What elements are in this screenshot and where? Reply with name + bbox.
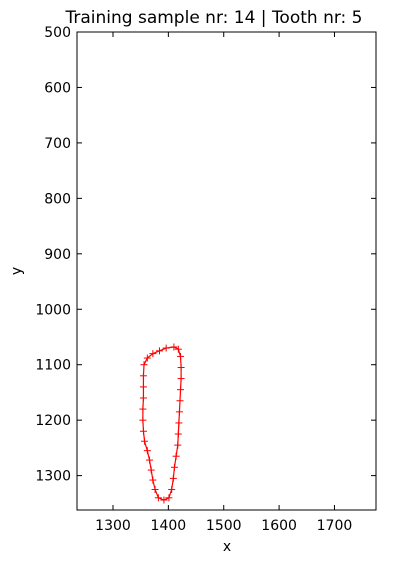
data-point	[154, 494, 162, 502]
plot-frame	[76, 31, 377, 511]
chart-title: Training sample nr: 14 | Tooth nr: 5	[64, 8, 362, 28]
x-axis-label: x	[223, 539, 231, 555]
data-point	[143, 354, 151, 362]
y-tick-label: 500	[44, 25, 71, 41]
y-tick-label: 1100	[35, 358, 71, 374]
x-tick-label: 1500	[206, 518, 242, 534]
data-point	[174, 345, 182, 353]
data-point	[147, 466, 155, 474]
data-point	[149, 350, 157, 358]
data-point	[170, 343, 178, 351]
data-point	[172, 452, 180, 460]
data-point	[170, 463, 178, 471]
x-tick-label: 1400	[151, 518, 187, 534]
data-point	[160, 496, 168, 504]
data-point	[139, 383, 147, 391]
data-point	[140, 361, 148, 369]
data-point	[176, 397, 184, 405]
data-point	[177, 352, 185, 360]
data-point	[151, 485, 159, 493]
x-axis: 1300 1400 1500 1600 1700	[95, 32, 352, 534]
x-tick-label: 1700	[317, 518, 353, 534]
data-point	[141, 437, 149, 445]
y-tick-label: 1000	[35, 302, 71, 318]
y-axis-label: y	[9, 267, 25, 275]
y-tick-label: 800	[44, 191, 71, 207]
data-point	[139, 394, 147, 402]
data-point	[174, 430, 182, 438]
x-tick-label: 1600	[261, 518, 297, 534]
data-point	[139, 405, 147, 413]
data-point	[177, 375, 185, 383]
y-tick-label: 900	[44, 247, 71, 263]
y-tick-label: 600	[44, 80, 71, 96]
data-point	[139, 427, 147, 435]
data-point	[143, 447, 151, 455]
y-tick-label: 1200	[35, 413, 71, 429]
plot-area	[76, 31, 377, 511]
data-point	[149, 476, 157, 484]
data-point	[156, 347, 164, 355]
data-point	[175, 419, 183, 427]
series-layer	[139, 343, 185, 504]
y-tick-label: 1300	[35, 469, 71, 485]
data-point	[177, 386, 185, 394]
data-point	[169, 474, 177, 482]
data-point	[146, 456, 154, 464]
data-point	[139, 416, 147, 424]
data-point	[168, 485, 176, 493]
data-point	[174, 441, 182, 449]
y-tick-label: 700	[44, 136, 71, 152]
y-axis: 500 600 700 800 900 1000 1100 1200 1300	[35, 25, 376, 485]
data-point	[162, 344, 170, 352]
data-point	[139, 372, 147, 380]
data-point	[175, 408, 183, 416]
data-point	[177, 363, 185, 371]
data-point	[165, 494, 173, 502]
x-tick-label: 1300	[95, 518, 131, 534]
